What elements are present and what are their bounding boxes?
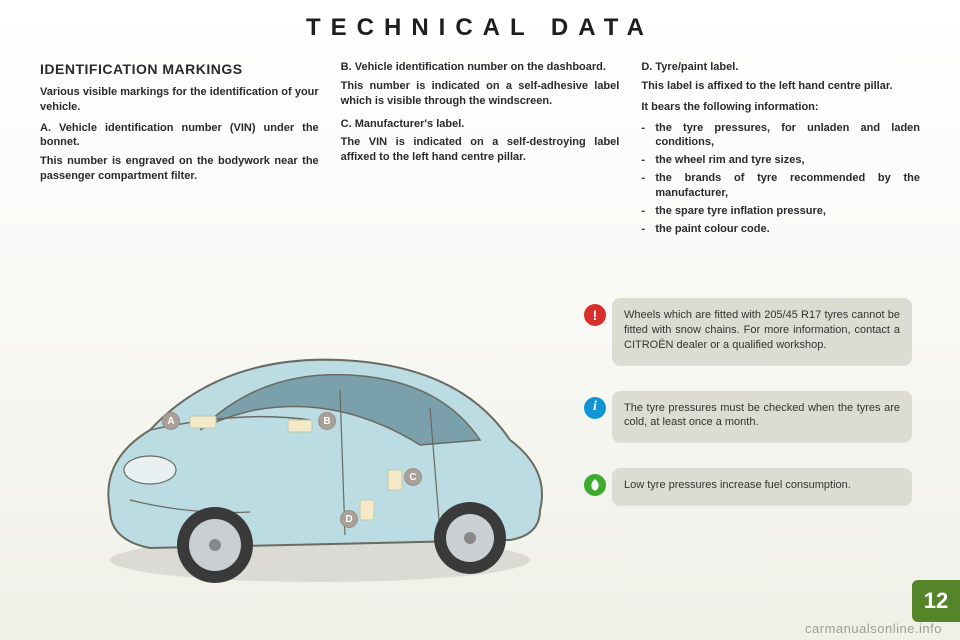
label-c: C. Manufacturer's label. [341, 117, 620, 132]
callout-info-text: The tyre pressures must be checked when … [624, 402, 900, 429]
chapter-badge: 12 [912, 580, 960, 622]
column-3: D. Tyre/paint label. This label is affix… [641, 60, 920, 239]
label-b: B. Vehicle identification number on the … [341, 60, 620, 75]
identification-heading: IDENTIFICATION MARKINGS [40, 60, 319, 79]
list-item: the wheel rim and tyre sizes, [641, 153, 920, 168]
page-title: TECHNICAL DATA [0, 0, 960, 42]
d-text: This label is affixed to the left hand c… [641, 79, 920, 94]
patch-d [360, 500, 374, 520]
list-item: the brands of tyre recommended by the ma… [641, 171, 920, 201]
col1-desc: This number is engraved on the bodywork … [40, 154, 319, 184]
info-list: the tyre pressures, for unladen and lade… [641, 121, 920, 237]
list-item: the tyre pressures, for unladen and lade… [641, 121, 920, 151]
patch-b [288, 420, 312, 432]
column-1: IDENTIFICATION MARKINGS Various visible … [40, 60, 319, 239]
callouts: ! Wheels which are fitted with 205/45 R1… [612, 298, 912, 505]
marker-d: D [340, 510, 358, 528]
warning-icon: ! [584, 304, 606, 326]
car-illustration: A B C D [40, 300, 580, 600]
list-item: the spare tyre inflation pressure, [641, 204, 920, 219]
text-columns: IDENTIFICATION MARKINGS Various visible … [0, 42, 960, 239]
b-text: This number is indicated on a self-adhes… [341, 79, 620, 109]
car-headlight [124, 456, 176, 484]
patch-c [388, 470, 402, 490]
marker-c: C [404, 468, 422, 486]
c-text: The VIN is indicated on a self-destroyin… [341, 135, 620, 165]
callout-info: i The tyre pressures must be checked whe… [612, 391, 912, 443]
list-item: the paint colour code. [641, 222, 920, 237]
front-wheel [177, 507, 253, 583]
column-2: B. Vehicle identification number on the … [341, 60, 620, 239]
callout-eco-text: Low tyre pressures increase fuel consump… [624, 479, 851, 491]
lower-region: A B C D ! Wheels which are fitted with 2… [0, 290, 960, 640]
marker-a: A [162, 412, 180, 430]
list-intro: It bears the following information: [641, 100, 920, 115]
callout-warning: ! Wheels which are fitted with 205/45 R1… [612, 298, 912, 365]
callout-warning-text: Wheels which are fitted with 205/45 R17 … [624, 309, 900, 351]
watermark: carmanualsonline.info [805, 621, 942, 636]
car-svg [40, 300, 580, 600]
col1-intro: Various visible markings for the identif… [40, 85, 319, 115]
patch-a [190, 416, 216, 428]
rear-wheel [434, 502, 506, 574]
info-icon: i [584, 397, 606, 419]
eco-icon [584, 474, 606, 496]
label-a: A. Vehicle identification number (VIN) u… [40, 121, 319, 151]
callout-eco: Low tyre pressures increase fuel consump… [612, 468, 912, 505]
marker-b: B [318, 412, 336, 430]
label-d: D. Tyre/paint label. [641, 60, 920, 75]
